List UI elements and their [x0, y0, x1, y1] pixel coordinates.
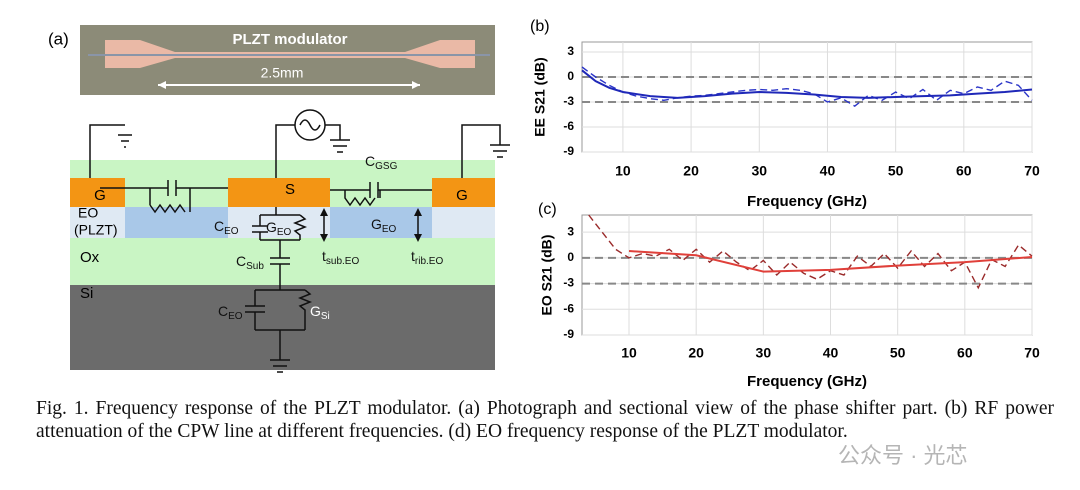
symbol: CEO: [214, 218, 239, 237]
x-axis-label: Frequency (GHz): [747, 373, 867, 390]
data-line: [581, 69, 1033, 99]
figure: (a) PLZT modulator 2.5mm G S G EO (PLZT)…: [48, 18, 1040, 390]
data-line: [581, 66, 1033, 108]
pad: [228, 178, 330, 207]
watermark: 公众号 · 光芯: [838, 443, 968, 468]
y-tick-label: 3: [567, 44, 574, 58]
layer-label: EO: [78, 205, 98, 221]
symbol: trib.EO: [411, 248, 443, 267]
symbol: CEO: [218, 303, 243, 322]
symbol: GEO: [266, 219, 292, 238]
symbol: GSi: [310, 303, 330, 322]
symbol-main: G: [371, 216, 382, 232]
y-tick-label: -9: [563, 144, 574, 158]
data-line: [588, 214, 1033, 290]
panel-label: (b): [530, 18, 550, 35]
pad-label: G: [456, 187, 468, 204]
x-tick-label: 10: [621, 345, 637, 361]
y-tick-label: -6: [563, 119, 574, 133]
symbol-main: C: [218, 303, 228, 319]
symbol-sub: rib.EO: [415, 256, 444, 267]
photo-title: PLZT modulator: [233, 31, 348, 48]
x-tick-label: 70: [1024, 345, 1040, 361]
symbol-main: G: [266, 219, 277, 235]
layer-label: Ox: [80, 249, 100, 266]
caption: Fig. 1. Frequency response of the PLZT m…: [36, 398, 1054, 442]
x-tick-label: 30: [756, 345, 772, 361]
pad-label: S: [285, 181, 295, 198]
symbol-sub: EO: [224, 226, 239, 237]
layer-label: Si: [80, 285, 93, 302]
symbol-sub: Sub: [246, 261, 264, 272]
y-tick-label: 0: [567, 250, 574, 264]
eo-rib: [125, 207, 228, 238]
photo-length: 2.5mm: [261, 65, 304, 81]
x-tick-label: 50: [888, 163, 904, 179]
symbol-sub: sub.EO: [326, 256, 360, 267]
symbol-main: C: [214, 218, 224, 234]
y-tick-label: -3: [563, 94, 574, 108]
pad: [432, 178, 495, 207]
symbol-main: G: [310, 303, 321, 319]
x-tick-label: 10: [615, 163, 631, 179]
symbol: tsub.EO: [322, 248, 359, 267]
x-tick-label: 60: [956, 163, 972, 179]
data-line: [628, 250, 1033, 273]
symbol-sub: GSG: [375, 161, 397, 172]
x-axis-label: Frequency (GHz): [747, 193, 867, 210]
x-tick-label: 20: [683, 163, 699, 179]
symbol: CSub: [236, 253, 264, 272]
pad-label: G: [94, 187, 106, 204]
y-tick-label: 3: [567, 224, 574, 238]
symbol-main: t: [411, 248, 415, 264]
x-tick-label: 20: [688, 345, 704, 361]
x-tick-label: 60: [957, 345, 973, 361]
symbol-sub: EO: [228, 311, 243, 322]
y-axis-label: EE S21 (dB): [532, 57, 548, 136]
pad: [70, 178, 125, 207]
symbol: GEO: [371, 216, 397, 235]
symbol-main: t: [322, 248, 326, 264]
symbol-sub: EO: [382, 224, 397, 235]
eo-rib: [330, 207, 432, 238]
panel-label: (c): [538, 201, 557, 218]
symbol-main: C: [236, 253, 246, 269]
y-axis-label: EO S21 (dB): [539, 235, 555, 316]
circuit: [89, 109, 510, 373]
symbol-sub: EO: [277, 227, 292, 238]
y-tick-label: -9: [563, 327, 574, 341]
y-tick-label: 0: [567, 69, 574, 83]
x-tick-label: 70: [1024, 163, 1040, 179]
layer-label: (PLZT): [74, 222, 118, 238]
panel-label: (a): [48, 29, 69, 48]
si-layer: [70, 285, 495, 370]
x-tick-label: 30: [751, 163, 767, 179]
x-tick-label: 40: [823, 345, 839, 361]
y-tick-label: -3: [563, 276, 574, 290]
symbol: CGSG: [365, 153, 398, 172]
symbol-main: C: [365, 153, 375, 169]
symbol-sub: Si: [321, 311, 330, 322]
x-tick-label: 50: [890, 345, 906, 361]
y-tick-label: -6: [563, 301, 574, 315]
x-tick-label: 40: [820, 163, 836, 179]
